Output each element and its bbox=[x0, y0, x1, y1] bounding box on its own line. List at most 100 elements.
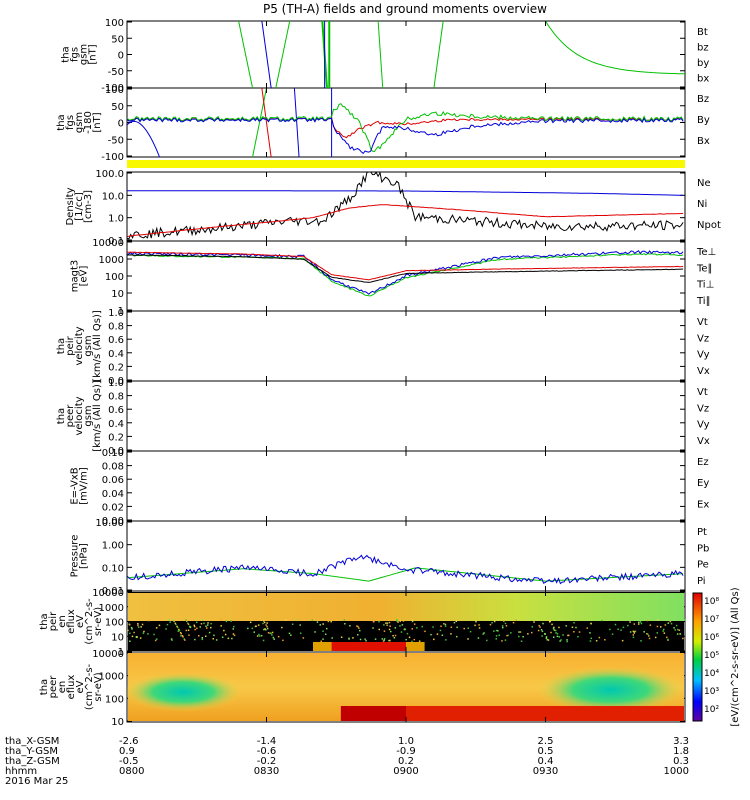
peir-speck bbox=[430, 633, 432, 636]
peir-speck bbox=[467, 627, 469, 629]
peir-speck bbox=[372, 627, 374, 629]
peir-speck bbox=[399, 620, 401, 622]
peir-speck bbox=[483, 632, 485, 634]
peir-speck bbox=[281, 626, 283, 629]
peir-speck bbox=[386, 622, 389, 624]
peir-speck bbox=[185, 619, 187, 621]
peir-speck bbox=[265, 624, 267, 626]
ylabel-efield: [mV/m] bbox=[79, 467, 90, 505]
peir-speck bbox=[207, 624, 209, 626]
peir-speck bbox=[131, 628, 133, 630]
peir-speck bbox=[232, 628, 234, 630]
peir-speck bbox=[632, 636, 635, 639]
xtick-label-time: 0900 bbox=[393, 766, 418, 777]
peir-speck bbox=[598, 636, 601, 639]
peir-speck bbox=[231, 637, 233, 640]
ylabel-peir-velocity: tha bbox=[56, 338, 67, 354]
peir-speck bbox=[411, 620, 414, 623]
ylabel-peir-spectrogram: eflux bbox=[66, 609, 77, 634]
ytick-label-peer-velocity: 0.6 bbox=[108, 405, 124, 416]
panel-frame-peir-velocity bbox=[126, 310, 686, 382]
peir-speck bbox=[131, 635, 134, 638]
colorbar bbox=[692, 592, 703, 722]
peir-speck bbox=[418, 640, 421, 642]
peir-speck bbox=[646, 619, 649, 622]
colorbar-tick-label: 10⁵ bbox=[704, 651, 719, 661]
peir-speck bbox=[527, 633, 529, 635]
xtick-label-y: -0.9 bbox=[396, 746, 416, 757]
peir-speck bbox=[147, 633, 149, 635]
peir-speck bbox=[139, 637, 142, 639]
peir-speck bbox=[546, 638, 548, 641]
peir-speck bbox=[440, 625, 442, 627]
peir-speck bbox=[550, 631, 552, 634]
Ne-trace bbox=[126, 204, 684, 237]
peir-speck bbox=[230, 620, 232, 622]
peir-speck bbox=[424, 630, 426, 633]
peir-speck bbox=[501, 625, 504, 627]
peir-speck bbox=[267, 632, 270, 634]
legend-pressure-3: Pi bbox=[697, 576, 706, 587]
ytick-label-fgs-gsm: 0 bbox=[118, 51, 124, 62]
peir-speck bbox=[678, 629, 681, 631]
peir-speck bbox=[357, 625, 359, 628]
legend-peir-velocity-3: Vx bbox=[697, 366, 710, 377]
ytick-label-density: 1.0 bbox=[108, 214, 124, 225]
peir-speck bbox=[510, 632, 512, 634]
peir-speck bbox=[263, 621, 266, 624]
peir-speck bbox=[493, 620, 496, 623]
peir-speck bbox=[187, 623, 190, 625]
peir-speck bbox=[399, 625, 401, 627]
ylabel-peir-spectrogram: sr-eV) bbox=[93, 607, 104, 636]
peir-speck bbox=[558, 636, 560, 638]
peir-speck bbox=[674, 629, 676, 631]
ytick-label-peir-velocity: 0.4 bbox=[108, 349, 124, 360]
legend-fgs-gsm-0: Bt bbox=[697, 27, 708, 38]
peir-speck bbox=[169, 621, 171, 623]
peir-speck bbox=[413, 638, 415, 641]
peir-speck bbox=[153, 633, 155, 636]
Bx-early bbox=[126, 120, 161, 158]
peir-speck bbox=[545, 637, 548, 639]
ytick-label-peir-velocity: 0.8 bbox=[108, 322, 124, 333]
ytick-label-fgs-gsm-180: -50 bbox=[108, 135, 124, 146]
peir-speck bbox=[577, 635, 579, 638]
ylabel-fgs-gsm-180: [nT] bbox=[92, 112, 103, 132]
Pi-trace bbox=[126, 554, 684, 585]
peir-speck bbox=[406, 632, 409, 635]
peir-speck bbox=[552, 627, 555, 630]
ytick-label-fgs-gsm: 50 bbox=[111, 34, 124, 45]
peir-speck bbox=[326, 627, 328, 630]
peir-speck bbox=[382, 640, 385, 642]
ylabel-peer-velocity: gsm bbox=[83, 405, 94, 426]
peir-speck bbox=[643, 631, 645, 633]
legend-pressure-1: Pb bbox=[697, 543, 709, 554]
xtick-label-x: -1.4 bbox=[257, 736, 277, 747]
peir-speck bbox=[507, 634, 509, 637]
peir-speck bbox=[648, 635, 650, 637]
peir-speck bbox=[322, 623, 324, 625]
peir-speck bbox=[180, 635, 182, 637]
peer-hot-core bbox=[340, 706, 406, 721]
peir-speck bbox=[201, 638, 204, 641]
ytick-label-peir-velocity: 0.6 bbox=[108, 335, 124, 346]
By-trace bbox=[126, 103, 684, 153]
peir-speck bbox=[540, 629, 543, 631]
ytick-label-fgs-gsm: 100 bbox=[105, 18, 124, 29]
ylabel-pressure: [nPa] bbox=[79, 543, 90, 569]
peir-speck bbox=[654, 636, 657, 639]
peir-speck bbox=[187, 622, 189, 624]
peir-speck bbox=[675, 624, 678, 627]
ytick-label-peer-spectrogram: 10 bbox=[111, 717, 124, 728]
peir-speck bbox=[133, 631, 135, 634]
peir-speck bbox=[173, 620, 175, 622]
Ni-trace bbox=[126, 171, 684, 240]
peir-speck bbox=[611, 633, 614, 635]
peir-speck bbox=[531, 631, 533, 634]
ylabel-peer-spectrogram: en bbox=[57, 681, 68, 694]
peir-speck bbox=[609, 628, 611, 631]
peir-speck bbox=[620, 629, 622, 631]
peir-speck bbox=[175, 623, 177, 626]
peir-speck bbox=[663, 628, 665, 631]
